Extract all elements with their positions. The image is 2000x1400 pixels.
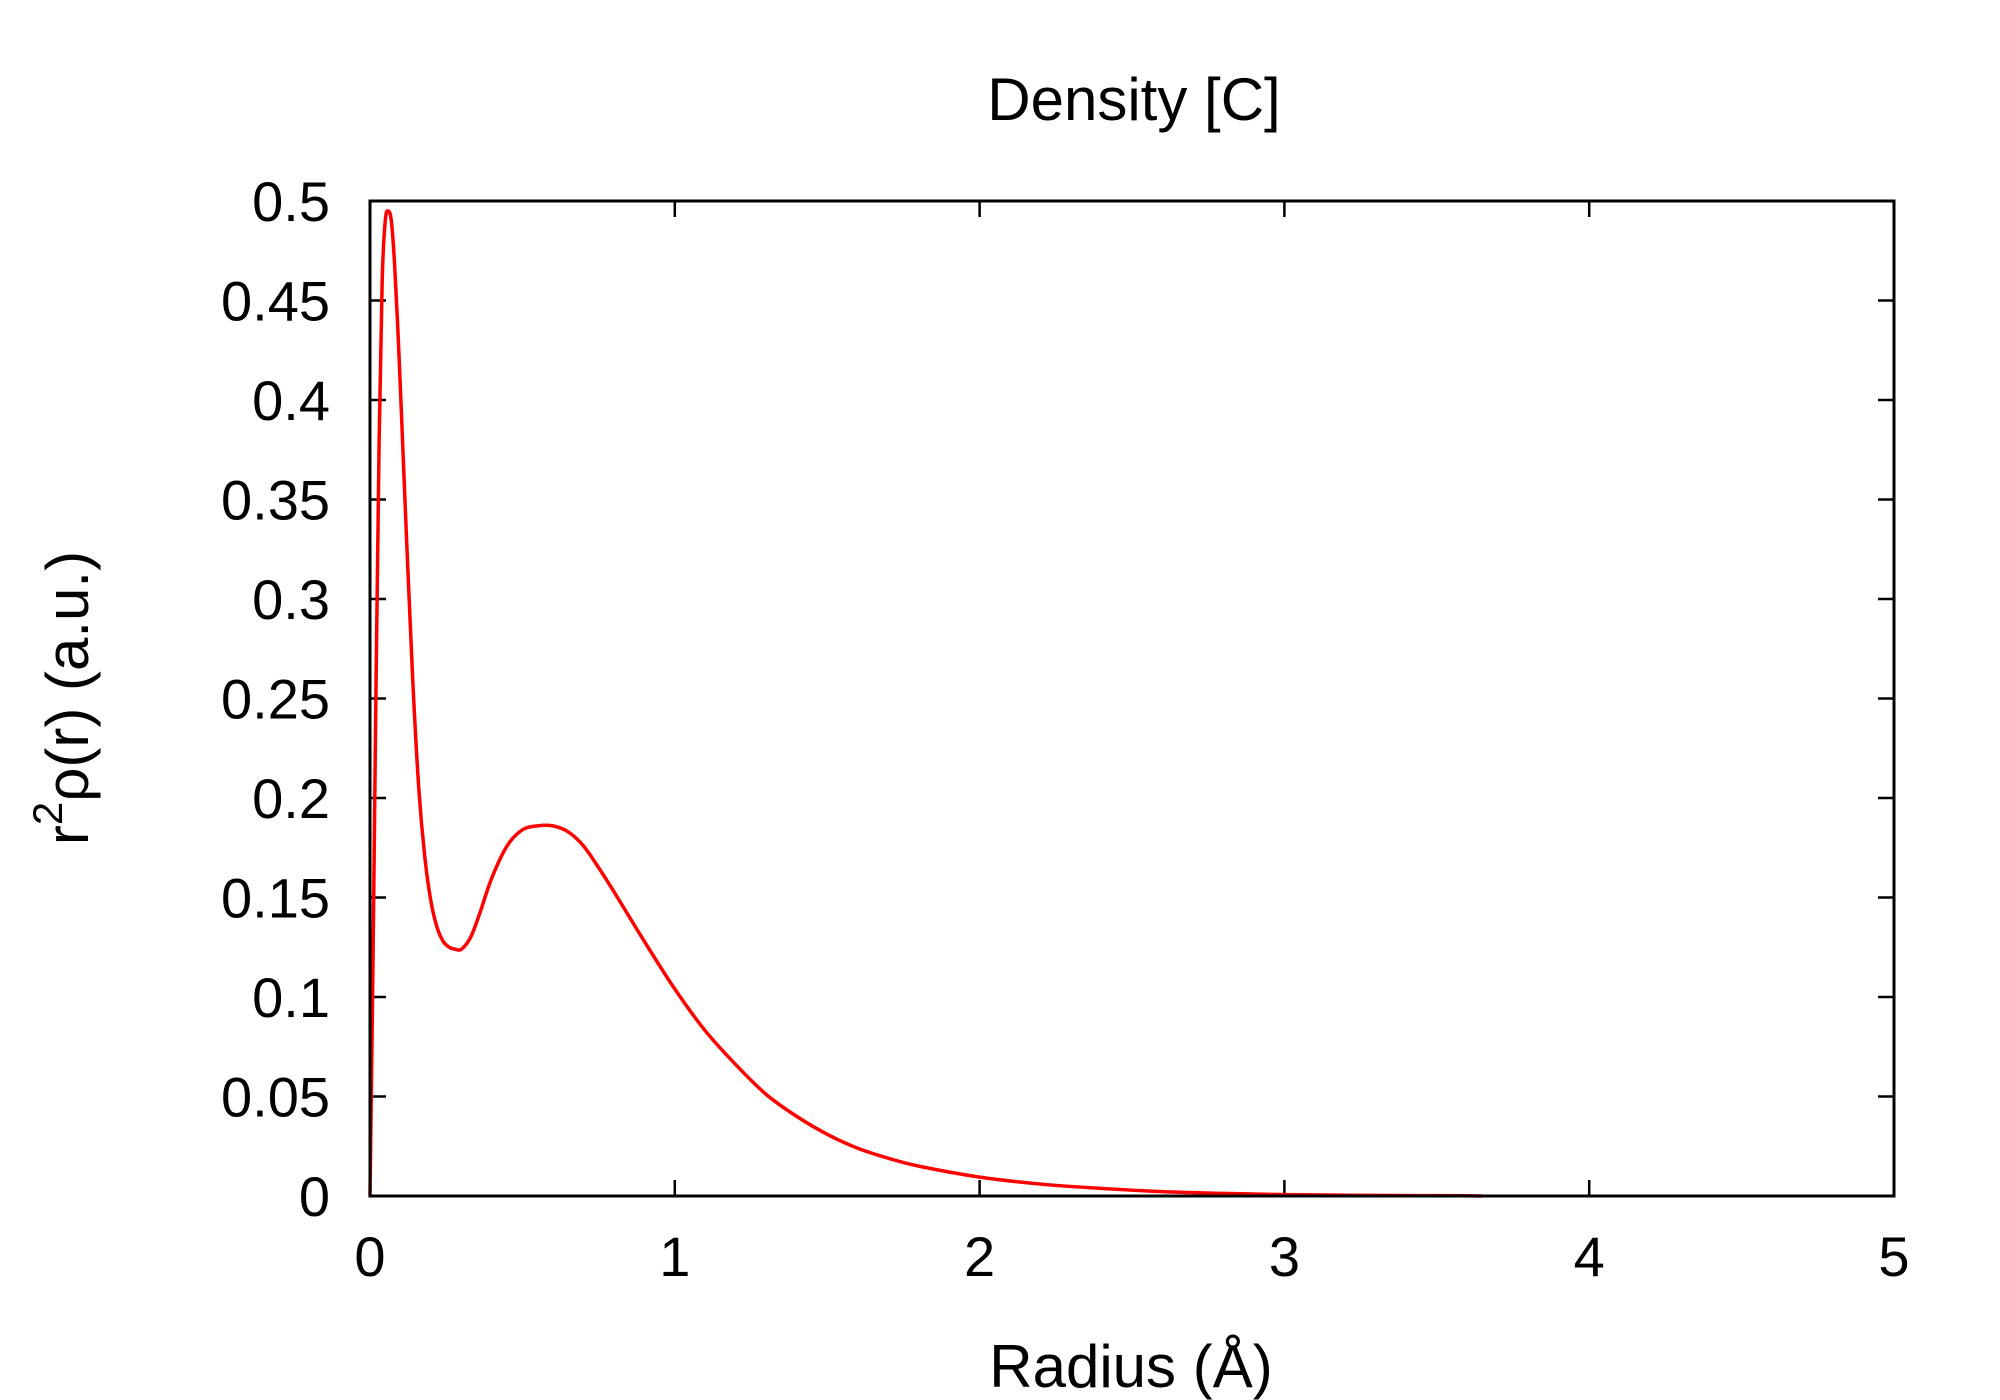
y-axis-label-superscript: 2	[24, 802, 71, 825]
x-tick-label: 2	[964, 1225, 995, 1288]
y-tick-label: 0	[299, 1165, 330, 1228]
y-tick-label: 0.4	[252, 369, 330, 432]
x-tick-label: 5	[1878, 1225, 1909, 1288]
y-tick-label: 0.15	[221, 867, 330, 930]
x-tick-label: 3	[1269, 1225, 1300, 1288]
x-tick-label: 1	[659, 1225, 690, 1288]
plot-frame	[368, 199, 1896, 1198]
y-axis-label-base: r	[34, 825, 101, 845]
x-axis-ticks: 0 1 2 3 4 5	[354, 201, 1910, 1288]
y-tick-label: 0.1	[252, 966, 330, 1029]
x-tick-label: 4	[1574, 1225, 1605, 1288]
x-axis-label: Radius (Å)	[989, 1333, 1272, 1400]
y-tick-label: 0.3	[252, 568, 330, 631]
y-tick-label: 0.35	[221, 469, 330, 532]
y-tick-label: 0.5	[252, 170, 330, 233]
y-tick-label: 0.25	[221, 668, 330, 731]
y-axis-label: r2ρ(r) (a.u.)	[24, 551, 101, 845]
density-curve	[368, 209, 1483, 1198]
y-axis-label-rest: ρ(r) (a.u.)	[34, 551, 101, 802]
chart-title: Density [C]	[987, 66, 1280, 133]
y-tick-label: 0.2	[252, 767, 330, 830]
y-tick-label: 0.45	[221, 270, 330, 333]
x-tick-label: 0	[354, 1225, 385, 1288]
y-tick-label: 0.05	[221, 1066, 330, 1129]
y-axis-ticks: 0 0.05 0.1 0.15 0.2 0.25 0.3 0.35 0.4 0.45 0.5	[221, 170, 1894, 1228]
